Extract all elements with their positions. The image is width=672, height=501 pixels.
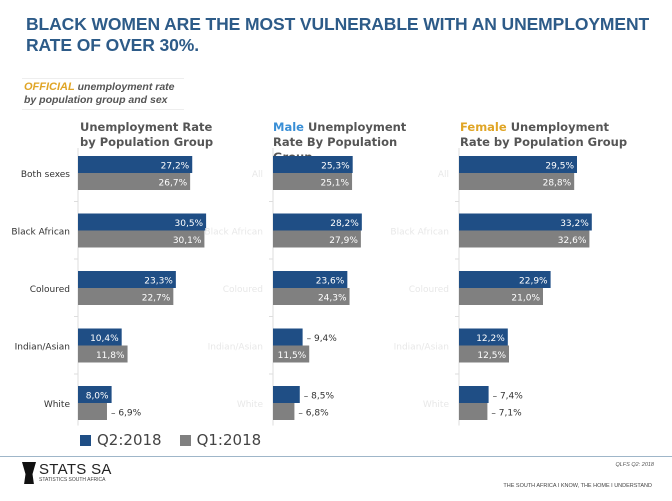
logo-subtitle: STATISTICS SOUTH AFRICA (39, 477, 106, 483)
bar-q2 (459, 271, 551, 288)
panel-title-female: Female Unemployment Rate by Population G… (460, 120, 628, 149)
category-label: All (252, 170, 263, 180)
panel-title-accent: Female (460, 120, 507, 134)
bar-q1 (459, 288, 543, 305)
bar-q1 (459, 230, 590, 248)
category-label: White (237, 400, 264, 410)
bar-q2 (459, 156, 577, 173)
data-label: – 7,1% (491, 409, 522, 419)
legend-swatch-q1 (179, 434, 191, 446)
category-label: White (423, 400, 450, 410)
data-label: 11,8% (96, 351, 125, 361)
data-label: 22,9% (519, 277, 548, 287)
data-label: 23,6% (316, 277, 345, 287)
data-label: 8,0% (86, 392, 109, 402)
data-label: 24,3% (318, 294, 347, 304)
legend: Q2:2018 Q1:2018 (80, 431, 261, 449)
bar-q1 (273, 345, 310, 363)
bar-q1 (273, 288, 350, 305)
data-label: 33,2% (560, 219, 589, 229)
headline: BLACK WOMEN ARE THE MOST VULNERABLE WITH… (26, 14, 650, 55)
data-label: 28,8% (543, 179, 572, 189)
legend-swatch-q2 (80, 434, 91, 446)
data-label: – 7,4% (493, 392, 524, 402)
legend-label-q1: Q1:2018 (196, 431, 262, 449)
bar-q2 (78, 271, 176, 288)
bar-q1 (78, 173, 191, 190)
data-label: 25,3% (321, 162, 350, 172)
data-label: 23,3% (144, 277, 173, 287)
subtitle-accent: OFFICIAL (24, 81, 75, 93)
data-label: 30,5% (175, 219, 204, 229)
data-label: 30,1% (173, 236, 202, 246)
category-label: All (438, 170, 449, 180)
bar-q2 (459, 386, 489, 403)
category-label: White (44, 400, 71, 410)
bar-q2 (78, 328, 122, 346)
bar-q1 (273, 230, 361, 248)
data-label: 29,5% (545, 162, 574, 172)
legend-label-q2: Q2:2018 (97, 431, 162, 449)
data-label: – 6,9% (111, 409, 142, 419)
category-label: Black African (11, 228, 70, 238)
category-label: Indian/Asian (394, 343, 449, 353)
bar-q1 (459, 403, 488, 420)
data-label: 11,5% (278, 351, 307, 361)
data-label: 10,4% (90, 334, 119, 344)
bar-q2 (273, 386, 300, 403)
bar-q2 (459, 213, 592, 231)
footer-slogan: THE SOUTH AFRICA I KNOW, THE HOME I UNDE… (503, 483, 652, 489)
data-label: – 9,4% (307, 334, 338, 344)
bar-q1 (459, 345, 509, 363)
bar-q1 (273, 403, 295, 420)
category-label: Indian/Asian (208, 343, 263, 353)
data-label: 25,1% (320, 179, 349, 189)
bar-q2 (273, 271, 348, 288)
footer-divider (0, 456, 672, 457)
bar-q1 (78, 230, 205, 248)
bar-q2 (78, 156, 193, 173)
category-label: Indian/Asian (15, 343, 70, 353)
bar-q1 (78, 345, 128, 363)
bar-q2 (273, 328, 303, 346)
data-label: 26,7% (159, 179, 188, 189)
bar-q2 (459, 328, 508, 346)
bar-q2 (273, 213, 362, 231)
data-label: 21,0% (511, 294, 540, 304)
bar-q1 (78, 403, 107, 420)
panel-title-accent: Male (273, 120, 304, 134)
category-label: Coloured (30, 285, 70, 295)
logo-icon (22, 462, 36, 484)
subtitle-text: unemployment rate by population group an… (24, 81, 175, 106)
data-label: 32,6% (558, 236, 587, 246)
stats-sa-logo: STATS SA STATISTICS SOUTH AFRICA (22, 462, 112, 484)
source-reference: QLFS Q2: 2018 (615, 462, 654, 468)
data-label: 27,2% (161, 162, 190, 172)
bar-q2 (273, 156, 353, 173)
category-label: Coloured (409, 285, 449, 295)
category-label: Black African (204, 228, 263, 238)
bar-q1 (459, 173, 575, 190)
data-label: 12,2% (476, 334, 505, 344)
bar-q2 (78, 213, 207, 231)
bar-q1 (273, 173, 353, 190)
data-label: 22,7% (142, 294, 171, 304)
data-label: 27,9% (329, 236, 358, 246)
bar-q1 (78, 288, 174, 305)
category-label: Both sexes (21, 170, 70, 180)
panel-title-total: Unemployment Rate by Population Group (80, 120, 214, 149)
subtitle: OFFICIAL unemployment rate by population… (22, 78, 184, 110)
category-label: Coloured (223, 285, 263, 295)
data-label: 28,2% (330, 219, 359, 229)
data-label: 12,5% (477, 351, 506, 361)
bar-q2 (78, 386, 112, 403)
logo-title: STATS SA (39, 461, 112, 478)
category-label: Black African (390, 228, 449, 238)
data-label: – 6,8% (298, 409, 329, 419)
data-label: – 8,5% (304, 392, 335, 402)
